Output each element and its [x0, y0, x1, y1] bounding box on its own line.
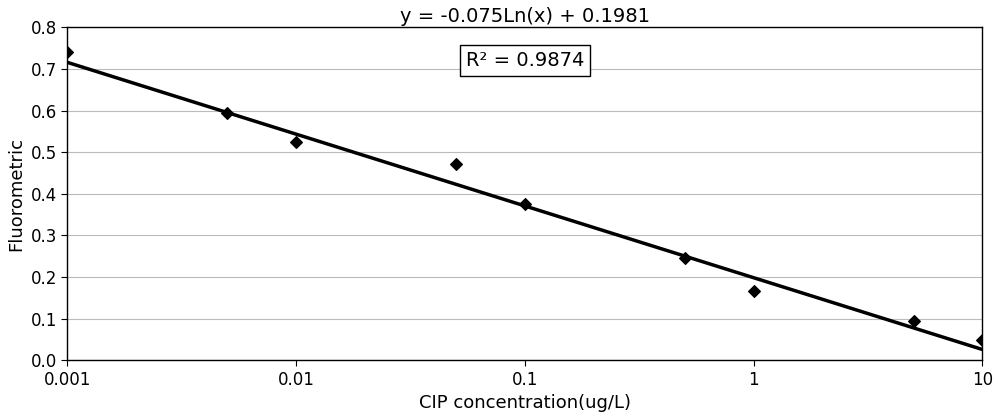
Point — [517, 201, 533, 207]
Y-axis label: Fluorometric: Fluorometric — [7, 137, 25, 251]
X-axis label: CIP concentration(ug/L): CIP concentration(ug/L) — [419, 394, 631, 412]
Point — [906, 317, 922, 324]
Title: y = -0.075Ln(x) + 0.1981: y = -0.075Ln(x) + 0.1981 — [400, 7, 650, 26]
Point — [448, 160, 464, 167]
Point — [677, 255, 693, 261]
Point — [59, 49, 75, 56]
Point — [974, 337, 990, 344]
Point — [288, 138, 304, 145]
Point — [219, 109, 235, 116]
Point — [746, 288, 762, 295]
Text: R² = 0.9874: R² = 0.9874 — [466, 51, 584, 70]
